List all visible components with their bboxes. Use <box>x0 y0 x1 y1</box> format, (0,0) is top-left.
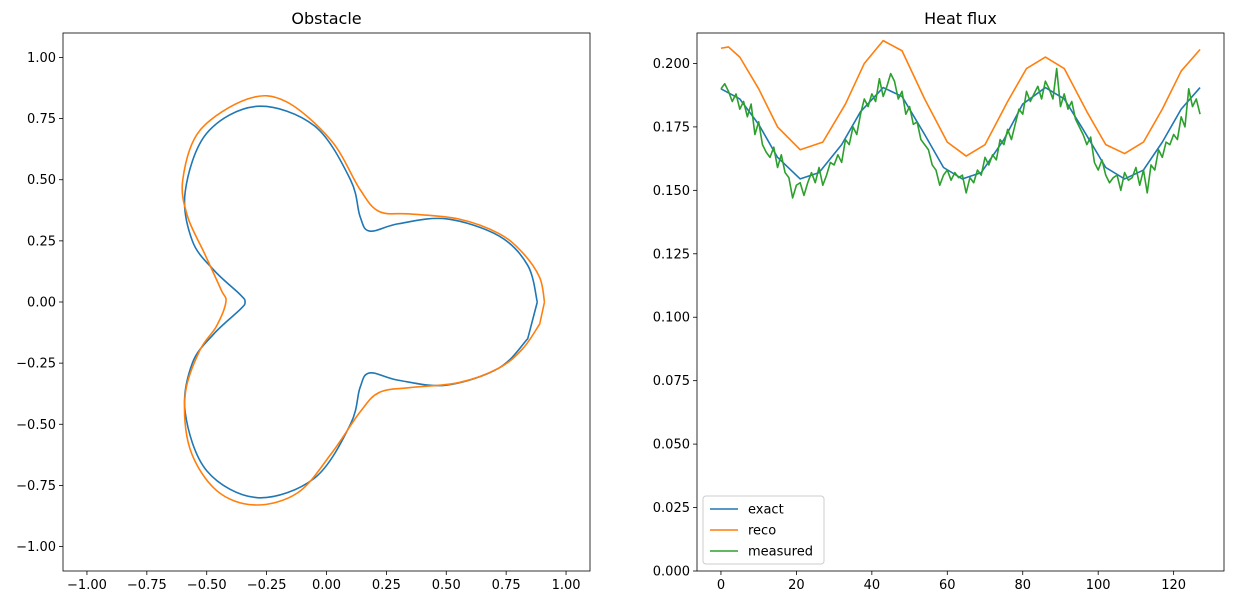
obstacle-y-tick-label: 0.00 <box>27 296 56 311</box>
heat-flux-panel: Heat flux 0 20 40 60 80 100 120 0.000 0.025 0.05… <box>653 9 1225 593</box>
heat-flux-y-tick-label: 0.050 <box>653 438 690 453</box>
obstacle-y-tick-label: 1.00 <box>27 51 56 66</box>
heat-flux-x-tick-label: 40 <box>864 578 881 593</box>
obstacle-y-tick-label: −0.75 <box>16 479 56 494</box>
obstacle-x-tick-label: −0.25 <box>247 578 287 593</box>
heat-flux-y-tick-label: 0.200 <box>653 57 690 72</box>
obstacle-x-axis: −1.00 −0.75 −0.50 −0.25 0.00 0.25 0.50 0.75 1.00 <box>67 571 581 593</box>
heat-flux-title: Heat flux <box>924 9 997 28</box>
obstacle-x-tick-label: −0.75 <box>127 578 167 593</box>
heat-flux-y-tick-label: 0.175 <box>653 120 690 135</box>
obstacle-y-tick-label: 0.50 <box>27 173 56 188</box>
obstacle-y-tick-label: −0.25 <box>16 357 56 372</box>
heat-flux-curves <box>720 39 1201 199</box>
heat-flux-x-tick-label: 20 <box>788 578 805 593</box>
obstacle-y-tick-label: −0.50 <box>16 418 56 433</box>
heat-flux-y-tick-label: 0.075 <box>653 374 690 389</box>
obstacle-curve-1-line <box>181 95 546 506</box>
obstacle-x-tick-label: 0.50 <box>432 578 461 593</box>
legend-box <box>702 495 825 565</box>
obstacle-y-axis: −1.00 −0.75 −0.50 −0.25 0.00 0.25 0.50 0.75 1.00 <box>16 51 63 555</box>
legend-measured-label: measured <box>748 545 813 560</box>
heat-flux-y-tick-label: 0.150 <box>653 184 690 199</box>
obstacle-y-tick-label: −1.00 <box>16 540 56 555</box>
legend-reco-label: reco <box>748 524 776 539</box>
heat-flux-measured-line <box>720 67 1201 199</box>
heat-flux-x-tick-label: 100 <box>1086 578 1111 593</box>
obstacle-x-tick-label: 0.00 <box>312 578 341 593</box>
obstacle-y-tick-label: 0.75 <box>27 112 56 127</box>
obstacle-title: Obstacle <box>291 9 361 28</box>
obstacle-panel: Obstacle −1.00 −0.75 −0.50 −0.25 0.00 0.25 0.5… <box>16 9 591 593</box>
heat-flux-axes-frame <box>696 32 1225 572</box>
heat-flux-x-axis: 0 20 40 60 80 100 120 <box>717 571 1186 593</box>
obstacle-y-tick-label: 0.25 <box>27 234 56 249</box>
legend-exact-label: exact <box>748 503 784 518</box>
heat-flux-y-tick-label: 0.125 <box>653 247 690 262</box>
obstacle-x-tick-label: −0.50 <box>187 578 227 593</box>
heat-flux-y-axis: 0.000 0.025 0.050 0.075 0.100 0.125 0.150 0.175… <box>653 57 697 580</box>
obstacle-x-tick-label: 0.75 <box>492 578 521 593</box>
heat-flux-x-tick-label: 120 <box>1161 578 1186 593</box>
heat-flux-x-tick-label: 80 <box>1014 578 1031 593</box>
heat-flux-x-tick-label: 60 <box>939 578 956 593</box>
heat-flux-reco-line <box>720 39 1201 157</box>
obstacle-x-tick-label: 1.00 <box>552 578 581 593</box>
heat-flux-x-tick-label: 0 <box>717 578 725 593</box>
obstacle-curve-0-line <box>183 105 539 499</box>
heat-flux-y-tick-label: 0.100 <box>653 311 690 326</box>
obstacle-x-tick-label: 0.25 <box>372 578 401 593</box>
heat-flux-y-tick-label: 0.000 <box>653 565 690 580</box>
heat-flux-legend: exact reco measured <box>702 495 825 565</box>
obstacle-curves <box>181 95 546 506</box>
heat-flux-y-tick-label: 0.025 <box>653 501 690 516</box>
obstacle-x-tick-label: −1.00 <box>67 578 107 593</box>
